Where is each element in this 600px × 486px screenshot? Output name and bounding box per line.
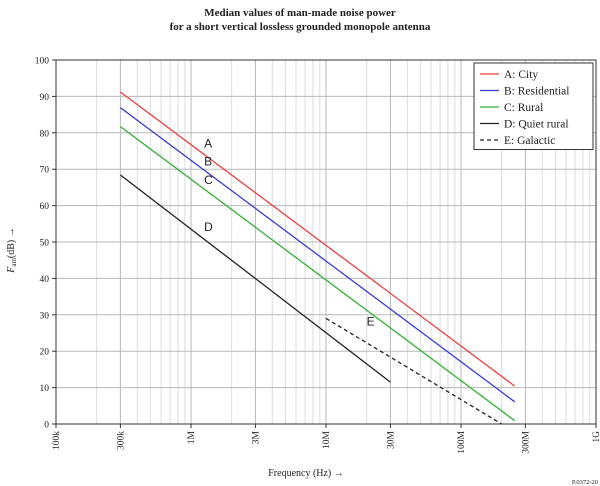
curve-label-d: D [204, 220, 213, 234]
legend-label: C: Rural [504, 102, 543, 114]
legend: A: City B: Residential C: Rural D: Quiet ru… [473, 62, 594, 150]
y-tick-label: 50 [40, 239, 50, 249]
x-tick-label: 1G [592, 431, 600, 443]
series-lines [120, 91, 516, 425]
x-tick-label: 100M [457, 430, 467, 453]
curve-labels: ABC D E [204, 136, 375, 328]
series-line [120, 91, 516, 387]
y-tick-label: 90 [40, 93, 50, 103]
x-tick-label: 300k [116, 431, 126, 450]
y-tick-label: 30 [40, 311, 50, 321]
chart-subtitle: for a short vertical lossless grounded m… [169, 21, 431, 33]
grid [56, 60, 596, 424]
curve-label-b: B [204, 155, 212, 169]
x-tick-label: 100k [52, 431, 62, 450]
x-axis-title: Frequency (Hz) → [268, 468, 344, 479]
x-tick-label: 3M [251, 430, 261, 444]
legend-label: A: City [504, 69, 538, 81]
chart-title: Median values of man-made noise power [204, 7, 396, 19]
axis-titles: Frequency (Hz) → Fam(dB) → P.0372-20 [6, 227, 598, 486]
legend-label: E: Galactic [504, 135, 555, 147]
y-tick-label: 10 [40, 384, 50, 394]
legend-label: D: Quiet rural [504, 119, 569, 131]
series-line [325, 317, 502, 425]
y-tick-label: 0 [44, 421, 49, 431]
y-axis-title: Fam(dB) → [6, 227, 18, 274]
y-tick-label: 80 [40, 129, 50, 139]
legend-box [473, 62, 594, 150]
legend-label: B: Residential [504, 86, 569, 98]
x-tick-label: 30M [386, 430, 396, 449]
y-tick-label: 60 [40, 202, 50, 212]
figure-id: P.0372-20 [572, 479, 598, 486]
curve-label-c: C [204, 173, 213, 187]
x-tick-label: 10M [322, 430, 332, 449]
series-line [120, 174, 391, 383]
series-line [120, 107, 516, 403]
y-tick-label: 20 [40, 348, 50, 358]
curve-label-a: A [204, 136, 212, 150]
axis-ticks: 0 10 20 30 40 50 60 70 80 90 100 100k 300k 1M 3M 10M 30M… [35, 57, 600, 454]
curve-label-e: E [367, 315, 375, 329]
x-tick-label: 300M [521, 430, 531, 453]
y-tick-label: 70 [40, 166, 50, 176]
series-line [120, 126, 516, 422]
y-tick-label: 40 [40, 275, 50, 285]
y-tick-label: 100 [35, 57, 50, 67]
x-tick-label: 1M [187, 430, 197, 444]
